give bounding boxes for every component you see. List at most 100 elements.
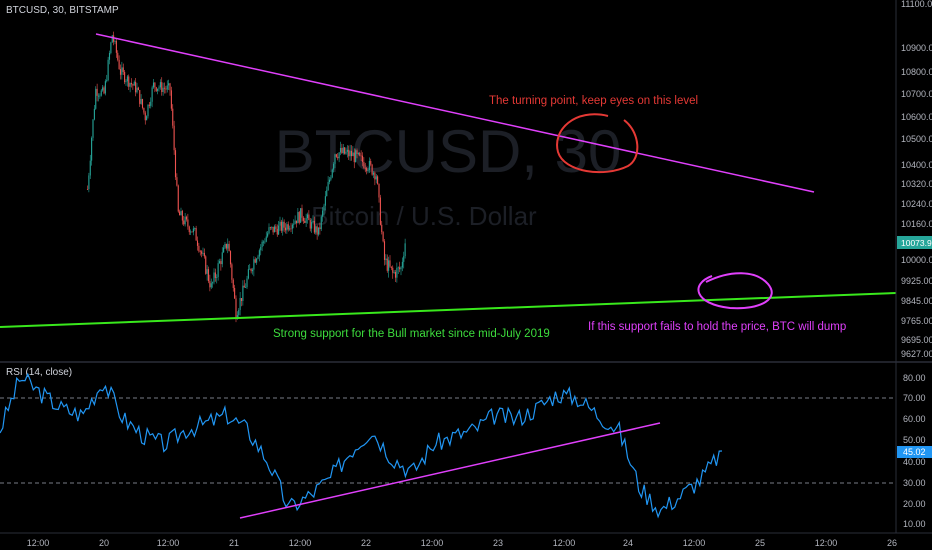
time-tick-label: 12:00	[683, 538, 706, 548]
rsi-axis[interactable]: 80.00 70.00 60.00 50.00 40.00 30.00 20.00 10.00	[903, 373, 926, 529]
candle-body	[114, 41, 116, 42]
candle-body	[298, 212, 300, 223]
candle-body	[88, 175, 90, 190]
candle-body	[96, 88, 98, 96]
candle-body	[317, 227, 320, 235]
price-tick-label: 10800.00	[901, 67, 932, 77]
candle-body	[346, 149, 348, 152]
support-circle[interactable]	[697, 272, 773, 310]
candle-body	[403, 256, 405, 262]
candle-body	[199, 251, 201, 253]
candle-body	[137, 87, 139, 91]
candle-body	[364, 167, 366, 169]
candle-body	[319, 227, 321, 230]
candle-body	[251, 269, 254, 272]
rsi-trendline[interactable]	[239, 422, 661, 519]
candle-body	[342, 147, 344, 154]
watermark-description: Bitcoin / U.S. Dollar	[311, 201, 537, 231]
turning-point-circle[interactable]	[556, 113, 639, 174]
candle-body	[117, 52, 119, 60]
candle-body	[297, 212, 299, 224]
candle-body	[338, 152, 340, 159]
candle-body	[357, 152, 359, 154]
candle-body	[140, 99, 142, 104]
candle-body	[128, 76, 130, 87]
candle-body	[214, 272, 216, 278]
candle-body	[136, 87, 138, 93]
price-tick-label: 9845.00	[901, 296, 932, 306]
rsi-title[interactable]: RSI (14, close)	[6, 367, 72, 378]
candle-body	[389, 260, 391, 267]
candle-body	[249, 268, 251, 270]
candle-body	[185, 216, 188, 220]
symbol-header[interactable]: BTCUSD, 30, BITSTAMP	[6, 5, 119, 16]
candle-body	[232, 279, 234, 288]
candle-body	[125, 81, 127, 83]
candle-body	[305, 218, 307, 223]
candle-body	[124, 71, 126, 83]
candle-body	[315, 226, 317, 233]
candle-body	[291, 224, 293, 229]
candle-body	[352, 152, 354, 157]
candle-body	[316, 226, 318, 235]
candle-body	[257, 256, 259, 259]
candle-body	[92, 119, 94, 138]
candle-body	[150, 101, 152, 106]
candle-body	[286, 224, 288, 231]
candle-body	[267, 233, 269, 237]
candle-body	[271, 226, 273, 228]
candle-body	[331, 169, 333, 178]
candle-body	[155, 87, 157, 91]
candle-body	[399, 267, 401, 270]
candle-body	[151, 87, 153, 102]
candle-body	[130, 82, 133, 85]
candle-body	[282, 221, 284, 231]
candle-body	[89, 160, 91, 176]
candle-body	[262, 241, 265, 243]
candle-body	[213, 272, 215, 283]
price-tick-label: 9695.00	[901, 335, 932, 345]
candle-body	[379, 197, 381, 225]
price-axis[interactable]: 11100.00 10900.00 10800.00 10700.00 10600.00…	[901, 0, 932, 359]
candle-body	[311, 222, 313, 229]
candle-body	[360, 155, 362, 157]
candle-body	[102, 87, 104, 91]
candle-body	[104, 81, 106, 94]
resistance-trendline[interactable]	[95, 33, 815, 193]
support-note: Strong support for the Bull market since…	[273, 328, 550, 340]
candle-body	[324, 196, 326, 206]
candle-body	[382, 232, 384, 242]
candle-body	[238, 309, 240, 316]
candle-body	[349, 150, 351, 157]
rsi-tick-label: 50.00	[903, 435, 926, 445]
candle-body	[374, 172, 376, 180]
candle-body	[361, 155, 364, 162]
time-axis[interactable]: 12:00 20 12:00 21 12:00 22 12:00 23 12:00 24 12:00…	[27, 538, 897, 548]
candle-body	[363, 161, 365, 168]
time-tick-label: 12:00	[289, 538, 312, 548]
candle-body	[93, 108, 95, 120]
candle-body	[205, 256, 207, 274]
candle-body	[201, 251, 203, 254]
candle-body	[163, 87, 166, 89]
candle-body	[309, 220, 311, 229]
price-tick-label: 10700.00	[901, 89, 932, 99]
candle-body	[165, 88, 167, 90]
candle-body	[196, 240, 199, 246]
candle-body	[184, 216, 186, 225]
candle-body	[272, 226, 274, 233]
candle-body	[397, 267, 399, 269]
candle-body	[385, 258, 387, 260]
candle-body	[290, 228, 292, 230]
candle-body	[366, 168, 368, 171]
candle-body	[135, 81, 137, 93]
price-tick-label: 10000.00	[901, 255, 932, 265]
candle-body	[100, 90, 102, 96]
support-trendline[interactable]	[0, 292, 897, 328]
candle-body	[217, 263, 219, 277]
candle-body	[280, 221, 282, 231]
candle-body	[264, 241, 266, 243]
candle-body	[181, 211, 183, 221]
candle-body	[371, 164, 373, 175]
